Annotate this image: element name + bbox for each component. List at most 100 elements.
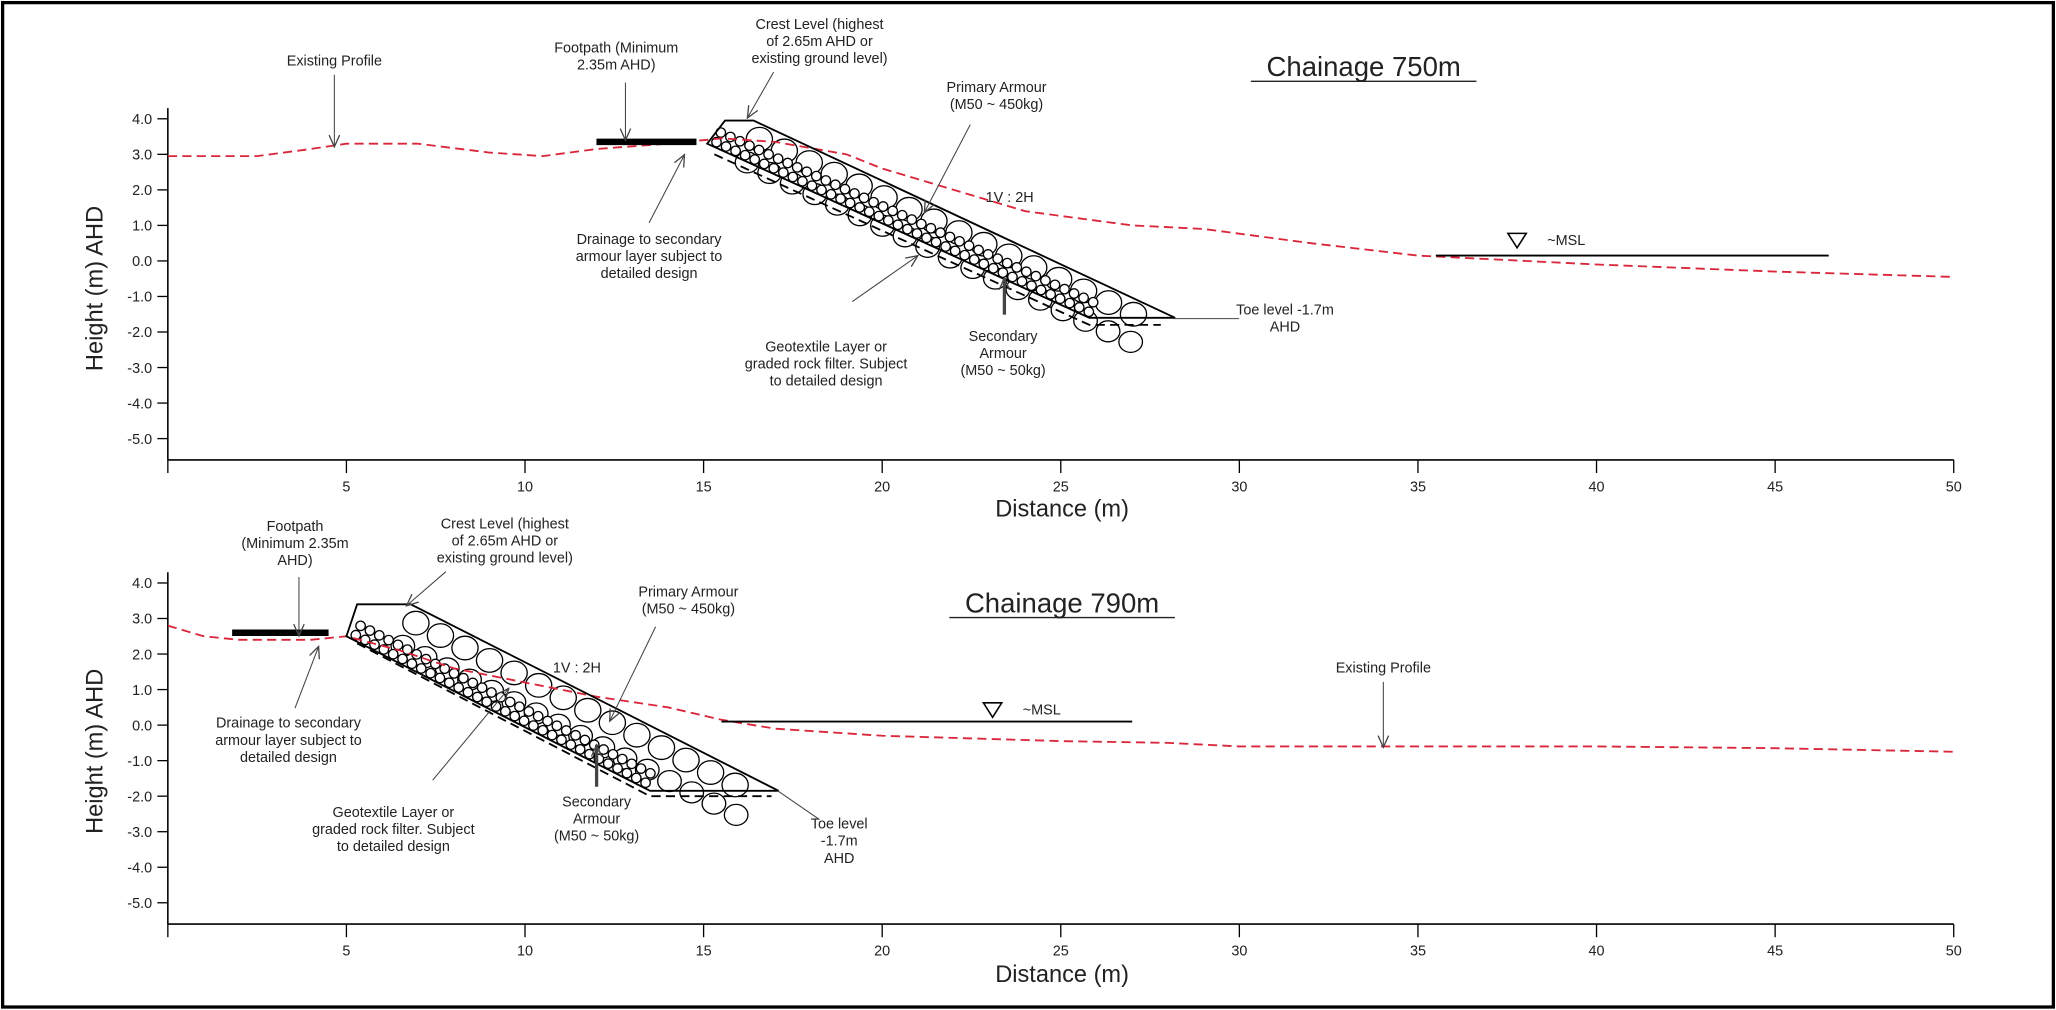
- secondary-rock: [744, 140, 755, 152]
- x-tick-label: 50: [1946, 944, 1962, 960]
- x-tick-label: 45: [1767, 944, 1783, 960]
- secondary-rock: [448, 668, 460, 679]
- leader-line: [747, 71, 775, 118]
- text-line: (M50 ~ 50kg): [554, 828, 639, 844]
- y-tick-label: -4.0: [127, 860, 152, 876]
- text-line: detailed design: [240, 750, 337, 766]
- secondary-rock: [598, 744, 609, 755]
- secondary-rock: [987, 262, 999, 274]
- secondary-rock: [551, 720, 563, 732]
- x-tick-label: 30: [1231, 479, 1247, 495]
- armour-rock: [701, 792, 727, 815]
- secondary-rock: [439, 663, 451, 675]
- chart-panel: 4.0 3.0 2.0 1.0 0.0 -1.0 -2.0 -3.0 -4.0 -5.0 5 10 15…: [82, 516, 1961, 988]
- secondary-rock: [467, 677, 479, 689]
- text-line: armour layer subject to: [576, 249, 723, 265]
- text-line: AHD: [1270, 320, 1300, 336]
- armour-rock: [672, 747, 700, 773]
- x-tick-label: 30: [1231, 944, 1247, 960]
- annotation: ~MSL: [1023, 703, 1061, 719]
- y-tick-label: 0.0: [132, 718, 152, 734]
- secondary-rock: [777, 167, 789, 178]
- secondary-rock: [532, 710, 544, 722]
- secondary-rock: [973, 244, 984, 256]
- annotation: Secondary Armour (M50 ~ 50kg): [960, 329, 1045, 379]
- secondary-rock: [518, 715, 530, 727]
- annotation: Secondary Armour (M50 ~ 50kg): [554, 794, 639, 844]
- leader-line: [777, 790, 820, 820]
- secondary-rock: [476, 682, 488, 694]
- secondary-rock: [574, 744, 586, 755]
- y-tick-label: -1.0: [127, 290, 152, 306]
- secondary-rock: [940, 241, 951, 252]
- y-tick-label: -2.0: [127, 789, 152, 805]
- secondary-rock: [383, 634, 394, 646]
- secondary-rock: [720, 141, 732, 152]
- leader-line: [648, 155, 684, 224]
- secondary-rock: [753, 144, 765, 156]
- secondary-rock: [949, 245, 961, 257]
- secondary-rock: [854, 202, 866, 213]
- secondary-rock: [930, 236, 942, 248]
- text-line: (M50 ~ 50kg): [960, 363, 1045, 379]
- leader-line: [406, 571, 447, 606]
- revetment-outline: [705, 119, 1176, 319]
- armour-rock: [696, 760, 725, 785]
- chart-title: Chainage 750m: [1267, 51, 1461, 82]
- armour-rock: [1095, 320, 1121, 343]
- annotation: Footpath (Minimum 2.35m AHD): [241, 519, 348, 569]
- secondary-rock: [1049, 279, 1061, 291]
- secondary-rock: [355, 620, 366, 632]
- secondary-rock: [528, 720, 539, 731]
- text-line: Secondary: [562, 794, 632, 810]
- secondary-rock: [504, 696, 516, 708]
- secondary-rock: [406, 658, 418, 670]
- secondary-rock: [364, 625, 376, 636]
- annotation: Toe level -1.7m AHD: [811, 817, 868, 867]
- secondary-rock: [565, 739, 577, 751]
- secondary-rock: [763, 148, 774, 160]
- armour-rock: [451, 635, 479, 661]
- armour-rock: [1118, 330, 1144, 354]
- text-line: Footpath: [267, 519, 324, 535]
- armour-rock: [1094, 290, 1123, 316]
- chart-title: Chainage 790m: [965, 587, 1159, 618]
- x-tick-label: 35: [1410, 944, 1426, 960]
- secondary-rock: [612, 763, 623, 774]
- annotation: Geotextile Layer or graded rock filter. S…: [745, 339, 908, 389]
- x-tick-label: 10: [517, 944, 533, 960]
- y-tick-label: -1.0: [127, 754, 152, 770]
- y-axis-label: Height (m) AHD: [82, 669, 108, 834]
- x-tick-label: 40: [1589, 479, 1605, 495]
- armour-rock: [721, 772, 749, 798]
- secondary-rock: [579, 734, 591, 746]
- text-line: Secondary: [969, 329, 1039, 345]
- secondary-rock: [392, 639, 404, 651]
- secondary-rock: [462, 686, 474, 698]
- chart-panel: 4.0 3.0 2.0 1.0 0.0 -1.0 -2.0 -3.0 -4.0 -5.0 5 10 15…: [82, 17, 1961, 523]
- y-tick-label: 2.0: [132, 647, 152, 663]
- text-line: AHD): [277, 553, 312, 569]
- secondary-rock: [915, 218, 927, 230]
- secondary-rock: [537, 724, 549, 736]
- secondary-rock: [768, 162, 780, 174]
- secondary-rock: [373, 629, 385, 641]
- secondary-rock: [415, 663, 427, 674]
- secondary-rock: [892, 219, 904, 231]
- secondary-rock: [471, 691, 483, 703]
- secondary-rock: [935, 227, 946, 239]
- secondary-rock: [607, 748, 619, 760]
- text-line: -1.7m: [821, 834, 858, 850]
- profile-line: [356, 642, 772, 798]
- text-line: Crest Level (highest: [441, 516, 569, 532]
- y-axis-label: Height (m) AHD: [82, 206, 108, 371]
- secondary-rock: [844, 197, 856, 209]
- x-tick-label: 10: [517, 479, 533, 495]
- x-tick-label: 25: [1053, 479, 1069, 495]
- secondary-rock: [758, 158, 770, 170]
- secondary-rock: [730, 145, 741, 157]
- secondary-rock: [801, 166, 813, 178]
- secondary-rock: [1020, 266, 1032, 278]
